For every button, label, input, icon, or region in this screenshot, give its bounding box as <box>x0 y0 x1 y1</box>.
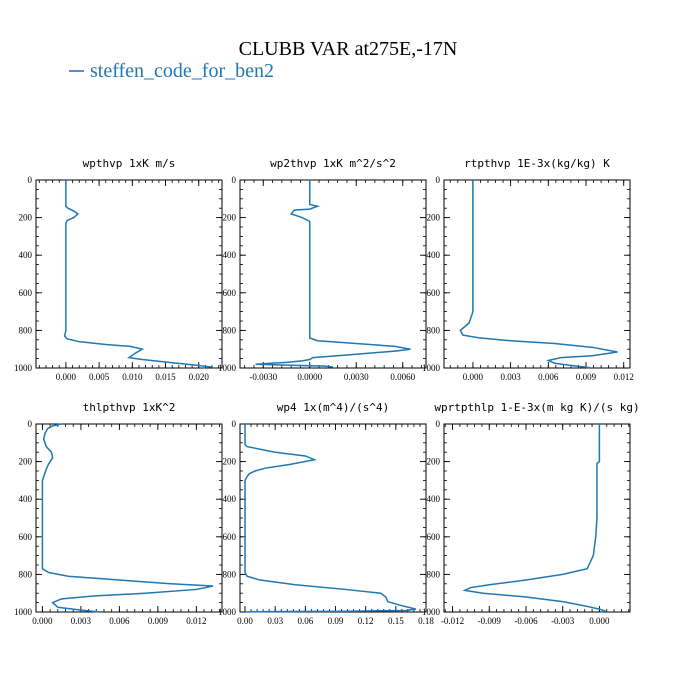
plot-frame <box>443 423 631 613</box>
series-line <box>459 180 618 369</box>
y-tick-label: 200 <box>19 457 33 467</box>
series-line <box>462 424 606 613</box>
x-tick-label: 0.03 <box>267 616 283 626</box>
y-tick-label: 400 <box>19 494 33 504</box>
x-tick-label: 0.0030 <box>344 372 369 382</box>
panel-title: wprtpthlp 1-E-3x(m kg K)/(s kg) <box>434 401 639 414</box>
x-tick-label: 0.003 <box>500 372 521 382</box>
plot-frame <box>35 179 223 369</box>
y-tick-label: 1000 <box>14 607 33 617</box>
plot-frame <box>35 423 223 613</box>
panel-6: wprtpthlp 1-E-3x(m kg K)/(s kg) 0 200 400 60… <box>422 401 640 626</box>
x-tick-label: -0.006 <box>514 616 538 626</box>
panel-title: thlpthvp 1xK^2 <box>83 401 176 414</box>
x-tick-label: 0.006 <box>538 372 559 382</box>
x-tick-label: -0.012 <box>441 616 464 626</box>
y-tick-label: 600 <box>223 532 237 542</box>
y-tick-label: 0 <box>232 175 237 185</box>
y-tick-label: 0 <box>436 419 441 429</box>
y-tick-label: 600 <box>223 288 237 298</box>
x-tick-label: 0.009 <box>148 616 169 626</box>
x-tick-label: 0.000 <box>32 616 53 626</box>
x-tick-label: -0.003 <box>551 616 575 626</box>
x-tick-label: 0.18 <box>418 616 434 626</box>
panel-title: wpthvp 1xK m/s <box>83 157 176 170</box>
x-tick-label: 0.000 <box>463 372 484 382</box>
y-tick-label: 600 <box>19 288 33 298</box>
panel-2: wp2thvp 1xK m^2/s^2 0 200 400 600 800 1000 -0.0… <box>218 157 427 382</box>
plot-frame <box>239 179 427 369</box>
y-tick-label: 1000 <box>422 363 441 373</box>
y-tick-label: 400 <box>427 250 441 260</box>
x-tick-label: 0.15 <box>388 616 404 626</box>
panel-3: rtpthvp 1E-3x(kg/kg) K 0 200 400 600 800 1000 0… <box>422 157 634 382</box>
y-tick-label: 1000 <box>14 363 33 373</box>
y-tick-label: 600 <box>19 532 33 542</box>
y-tick-label: 1000 <box>422 607 441 617</box>
x-tick-label: 0.000 <box>56 372 77 382</box>
x-tick-label: 0.020 <box>189 372 210 382</box>
y-tick-label: 400 <box>223 494 237 504</box>
x-tick-label: 0.0000 <box>297 372 322 382</box>
y-tick-label: 600 <box>427 288 441 298</box>
figure-title: CLUBB VAR at275E,-17N <box>239 38 458 60</box>
plot-frame <box>443 179 631 369</box>
y-tick-label: 0 <box>28 419 33 429</box>
panel-title: wp2thvp 1xK m^2/s^2 <box>270 157 396 170</box>
x-tick-label: 0.06 <box>297 616 313 626</box>
y-tick-label: 400 <box>19 250 33 260</box>
y-tick-label: 1000 <box>218 363 237 373</box>
x-tick-label: -0.0030 <box>249 372 277 382</box>
y-tick-label: 200 <box>19 213 33 223</box>
y-tick-label: 200 <box>427 213 441 223</box>
x-tick-label: 0.000 <box>589 616 610 626</box>
x-tick-label: 0.00 <box>237 616 253 626</box>
y-tick-label: 800 <box>427 569 441 579</box>
y-tick-label: 400 <box>427 494 441 504</box>
y-tick-label: 200 <box>223 213 237 223</box>
y-tick-label: 600 <box>427 532 441 542</box>
x-tick-label: 0.009 <box>576 372 597 382</box>
x-tick-label: 0.015 <box>155 372 176 382</box>
panel-title: wp4 1x(m^4)/(s^4) <box>277 401 390 414</box>
y-tick-label: 800 <box>19 325 33 335</box>
series-line <box>63 180 213 368</box>
y-tick-label: 800 <box>223 325 237 335</box>
y-tick-label: 800 <box>19 569 33 579</box>
y-tick-label: 0 <box>436 175 441 185</box>
panel-title: rtpthvp 1E-3x(kg/kg) K <box>464 157 610 170</box>
x-tick-label: -0.009 <box>478 616 502 626</box>
x-tick-label: 0.005 <box>89 372 110 382</box>
plot-frame <box>239 423 427 613</box>
x-tick-label: 0.12 <box>358 616 374 626</box>
series-line <box>41 423 214 613</box>
series-line <box>255 180 411 368</box>
x-tick-label: 0.006 <box>109 616 130 626</box>
y-tick-label: 800 <box>427 325 441 335</box>
y-tick-label: 200 <box>427 457 441 467</box>
series-line <box>244 424 417 613</box>
panel-1: wpthvp 1xK m/s 0 200 400 600 800 1000 0.000 0.00… <box>14 157 223 382</box>
y-tick-label: 0 <box>232 419 237 429</box>
x-tick-label: 0.012 <box>186 616 206 626</box>
legend-label: steffen_code_for_ben2 <box>90 60 274 82</box>
x-tick-label: 0.0060 <box>390 372 415 382</box>
y-tick-label: 800 <box>223 569 237 579</box>
x-tick-label: 0.010 <box>122 372 143 382</box>
x-tick-label: 0.012 <box>614 372 634 382</box>
y-tick-label: 0 <box>28 175 33 185</box>
x-tick-label: 0.09 <box>328 616 344 626</box>
x-tick-label: 0.003 <box>71 616 92 626</box>
y-tick-label: 400 <box>223 250 237 260</box>
y-tick-label: 200 <box>223 457 237 467</box>
y-tick-label: 1000 <box>218 607 237 617</box>
